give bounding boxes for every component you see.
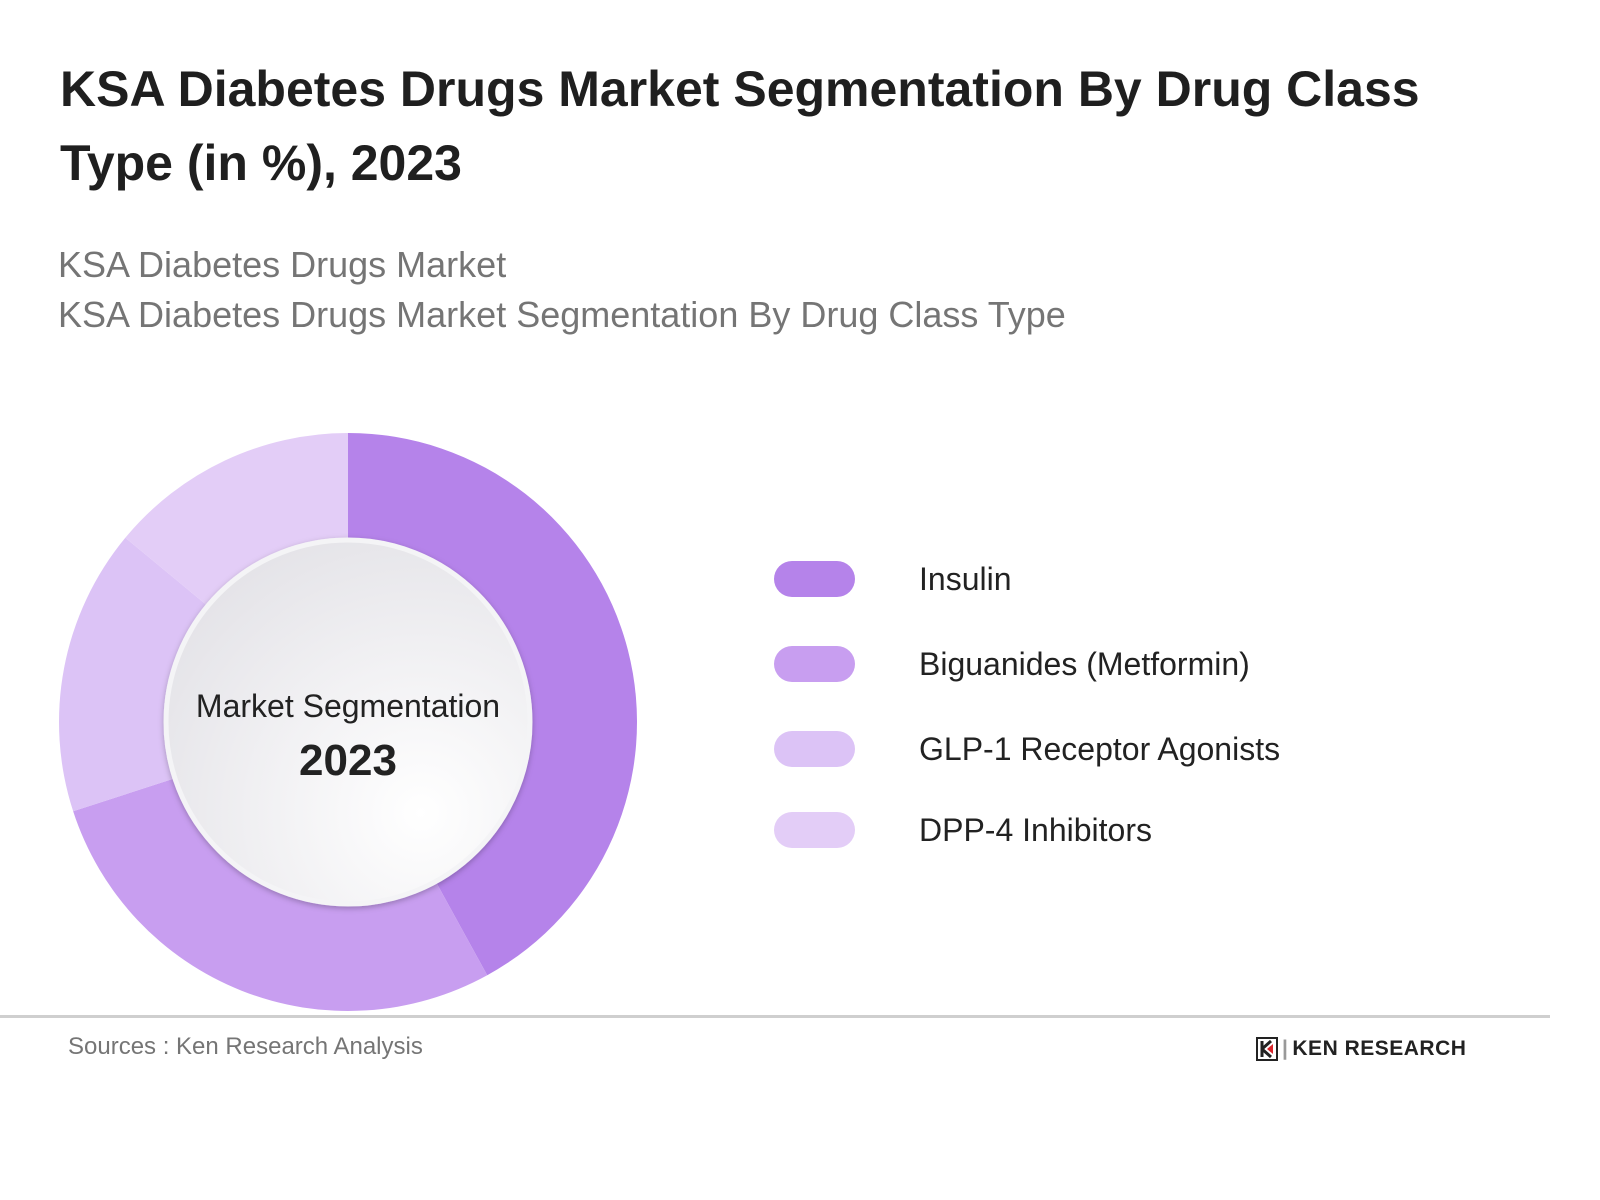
legend-swatch — [774, 646, 855, 682]
legend-label: Insulin — [919, 561, 1012, 597]
donut-chart: Market Segmentation 2023 — [59, 433, 637, 1011]
slice-glp-1-receptor-agonists — [59, 537, 210, 812]
subtitle-line-2: KSA Diabetes Drugs Market Segmentation B… — [58, 294, 1066, 335]
donut-center — [163, 537, 533, 907]
legend-label: GLP-1 Receptor Agonists — [919, 731, 1281, 767]
ken-research-logo: | KEN RESEARCH — [1256, 1037, 1466, 1061]
subtitle-line-1: KSA Diabetes Drugs Market — [58, 244, 507, 285]
slice-insulin — [348, 433, 637, 976]
legend-swatch — [774, 561, 855, 597]
ken-logo-icon — [1256, 1037, 1278, 1061]
legend-label: DPP-4 Inhibitors — [919, 812, 1152, 848]
legend-swatch — [774, 812, 855, 848]
slice-biguanides-metformin — [73, 777, 488, 1011]
logo-text: KEN RESEARCH — [1292, 1037, 1467, 1060]
slice-dpp-4-inhibitors — [125, 433, 348, 608]
legend-label: Biguanides (Metformin) — [919, 646, 1250, 682]
chart-title: KSA Diabetes Drugs Market Segmentation B… — [60, 61, 1420, 191]
legend-swatch — [774, 731, 855, 767]
footer-divider — [0, 1015, 1550, 1018]
source-note: Sources : Ken Research Analysis — [68, 1033, 423, 1060]
center-value: 2023 — [299, 736, 397, 785]
center-label: Market Segmentation — [196, 688, 500, 724]
